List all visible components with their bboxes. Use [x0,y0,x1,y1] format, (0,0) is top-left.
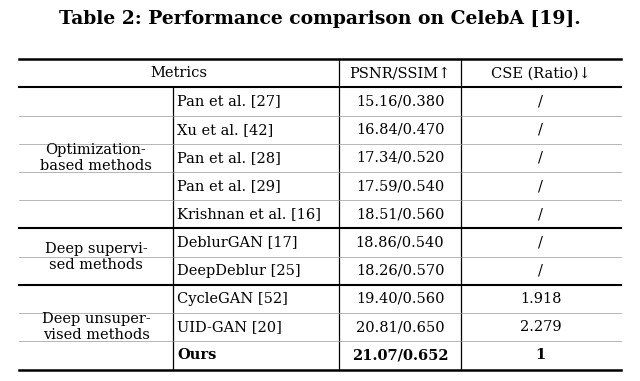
Text: 1.918: 1.918 [520,292,561,306]
Text: Deep supervi-
sed methods: Deep supervi- sed methods [45,242,147,272]
Text: DeepDeblur [25]: DeepDeblur [25] [177,264,301,278]
Text: 18.26/0.570: 18.26/0.570 [356,264,444,278]
Text: 20.81/0.650: 20.81/0.650 [356,320,444,334]
Text: 18.51/0.560: 18.51/0.560 [356,207,444,221]
Text: 17.34/0.520: 17.34/0.520 [356,151,444,165]
Text: Optimization-
based methods: Optimization- based methods [40,143,152,173]
Text: 15.16/0.380: 15.16/0.380 [356,94,444,109]
Text: 21.07/0.652: 21.07/0.652 [352,349,448,362]
Text: PSNR/SSIM↑: PSNR/SSIM↑ [349,66,451,80]
Text: Krishnan et al. [16]: Krishnan et al. [16] [177,207,321,221]
Text: Pan et al. [29]: Pan et al. [29] [177,179,281,193]
Text: Pan et al. [27]: Pan et al. [27] [177,94,281,109]
Text: /: / [538,151,543,165]
Text: 19.40/0.560: 19.40/0.560 [356,292,444,306]
Text: CycleGAN [52]: CycleGAN [52] [177,292,288,306]
Text: 1: 1 [536,349,546,362]
Text: /: / [538,94,543,109]
Text: Pan et al. [28]: Pan et al. [28] [177,151,281,165]
Text: /: / [538,207,543,221]
Text: /: / [538,264,543,278]
Text: Table 2: Performance comparison on CelebA [19].: Table 2: Performance comparison on Celeb… [59,10,581,27]
Text: /: / [538,123,543,137]
Text: CSE (Ratio)↓: CSE (Ratio)↓ [491,66,591,80]
Text: Metrics: Metrics [150,66,208,80]
Text: 2.279: 2.279 [520,320,562,334]
Text: 17.59/0.540: 17.59/0.540 [356,179,444,193]
Text: /: / [538,235,543,250]
Text: Ours: Ours [177,349,217,362]
Text: 18.86/0.540: 18.86/0.540 [356,235,444,250]
Text: Xu et al. [42]: Xu et al. [42] [177,123,273,137]
Text: 16.84/0.470: 16.84/0.470 [356,123,444,137]
Text: /: / [538,179,543,193]
Text: DeblurGAN [17]: DeblurGAN [17] [177,235,298,250]
Text: UID-GAN [20]: UID-GAN [20] [177,320,282,334]
Text: Deep unsuper-
vised methods: Deep unsuper- vised methods [42,312,150,342]
